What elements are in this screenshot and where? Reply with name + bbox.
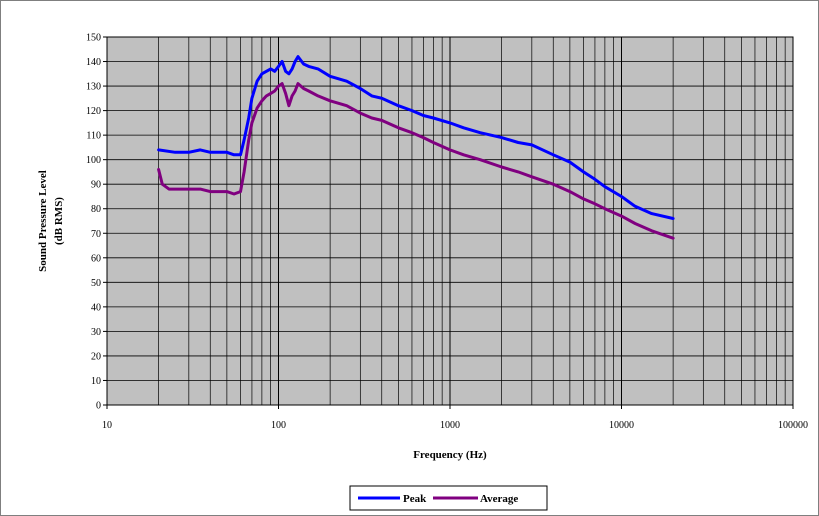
x-tick-label: 10 bbox=[102, 420, 112, 431]
x-tick-label: 100000 bbox=[778, 420, 808, 431]
series-lines bbox=[157, 55, 675, 240]
y-tick-label: 30 bbox=[91, 327, 101, 338]
y-tick-label: 120 bbox=[86, 106, 101, 117]
y-axis-title-line-1: Sound Pressure Level bbox=[37, 170, 49, 272]
x-tick-labels: 10 100 1000 10000 100000 bbox=[102, 405, 808, 431]
y-tick-label: 100 bbox=[86, 155, 101, 166]
y-tick-label: 60 bbox=[91, 253, 101, 264]
y-tick-label: 70 bbox=[91, 229, 101, 240]
y-tick-label: 130 bbox=[86, 82, 101, 93]
legend-label-peak: Peak bbox=[403, 493, 427, 505]
y-tick-label: 90 bbox=[91, 180, 101, 191]
legend-label-average: Average bbox=[480, 493, 518, 505]
y-tick-label: 40 bbox=[91, 302, 101, 313]
y-tick-label: 0 bbox=[96, 401, 101, 412]
legend: Peak Average bbox=[349, 485, 548, 511]
y-axis-title-line-2: (dB RMS) bbox=[53, 197, 65, 245]
y-tick-label: 20 bbox=[91, 351, 101, 362]
y-axis-title: Sound Pressure Level (dB RMS) bbox=[37, 170, 65, 272]
series-line-peak bbox=[157, 55, 675, 220]
x-tick-label: 1000 bbox=[440, 420, 460, 431]
x-tick-label: 100 bbox=[271, 420, 286, 431]
x-tick-label: 10000 bbox=[609, 420, 634, 431]
x-axis-title: Frequency (Hz) bbox=[413, 449, 487, 461]
y-tick-labels: 0 10 20 30 40 50 60 70 80 90 100 110 120 130 140 150 bbox=[86, 33, 107, 412]
y-tick-label: 10 bbox=[91, 376, 101, 387]
y-tick-label: 50 bbox=[91, 278, 101, 289]
y-tick-label: 140 bbox=[86, 57, 101, 68]
y-tick-label: 150 bbox=[86, 33, 101, 44]
y-tick-label: 110 bbox=[86, 131, 101, 142]
y-tick-label: 80 bbox=[91, 204, 101, 215]
series-line-average bbox=[157, 82, 675, 240]
